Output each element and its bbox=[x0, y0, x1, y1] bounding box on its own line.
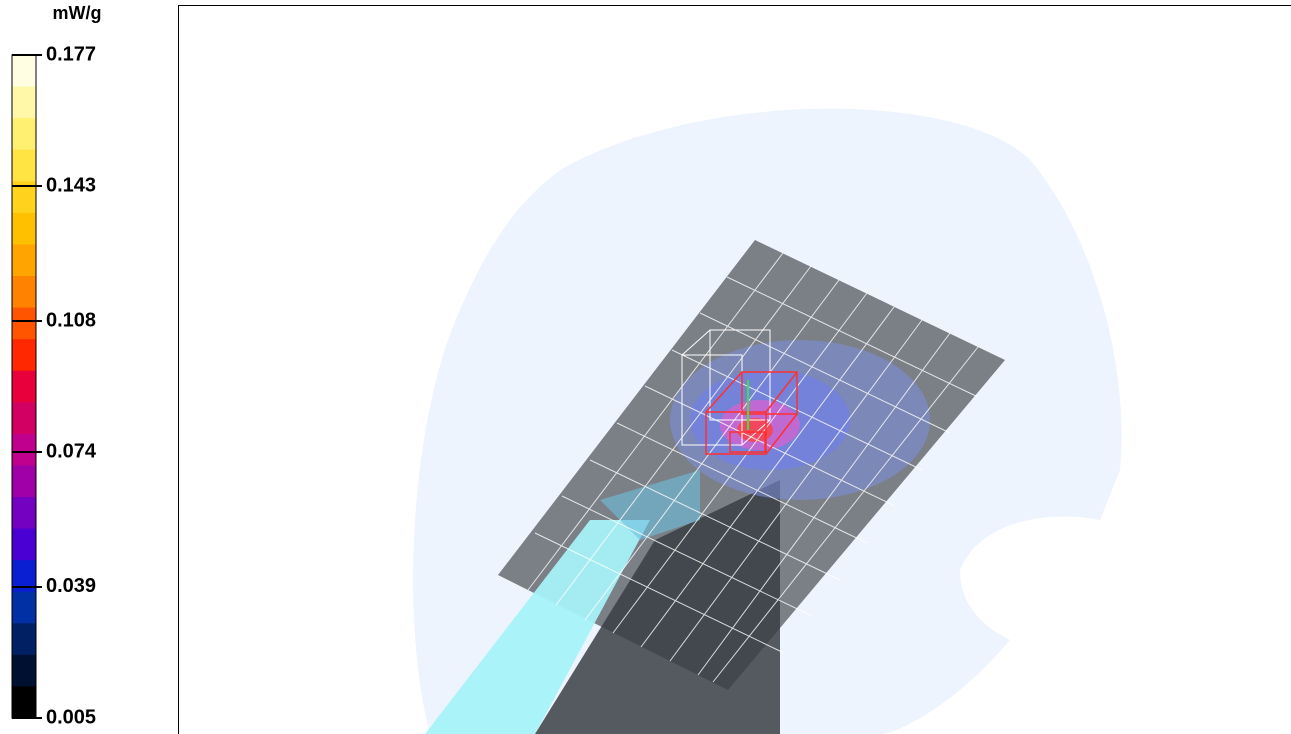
tick-label: 0.108 bbox=[46, 309, 96, 331]
colorbar-band bbox=[12, 497, 36, 530]
tick-label: 0.039 bbox=[46, 575, 96, 597]
unit-label: mW/g bbox=[53, 3, 102, 23]
colorbar-band bbox=[12, 149, 36, 182]
render-view bbox=[178, 5, 1291, 734]
colorbar-band bbox=[12, 433, 36, 466]
colorbar-band bbox=[12, 465, 36, 498]
colorbar-band bbox=[12, 654, 36, 687]
colorbar-band bbox=[12, 339, 36, 372]
colorbar-band bbox=[12, 370, 36, 403]
colorbar-band bbox=[12, 528, 36, 561]
colorbar-band bbox=[12, 244, 36, 277]
colorbar-band bbox=[12, 118, 36, 151]
tick-label: 0.143 bbox=[46, 174, 96, 196]
tick-label: 0.177 bbox=[46, 43, 96, 65]
tick-label: 0.005 bbox=[46, 706, 96, 728]
colorbar-band bbox=[12, 591, 36, 624]
colorbar-band bbox=[12, 402, 36, 435]
colorbar-band bbox=[12, 212, 36, 245]
colorbar-band bbox=[12, 623, 36, 656]
colorbar-band bbox=[12, 86, 36, 119]
colorbar-band bbox=[12, 307, 36, 340]
colorbar-band bbox=[12, 276, 36, 309]
colorbar-band bbox=[12, 55, 36, 88]
colorbar-band bbox=[12, 686, 36, 719]
tick-label: 0.074 bbox=[46, 440, 97, 462]
